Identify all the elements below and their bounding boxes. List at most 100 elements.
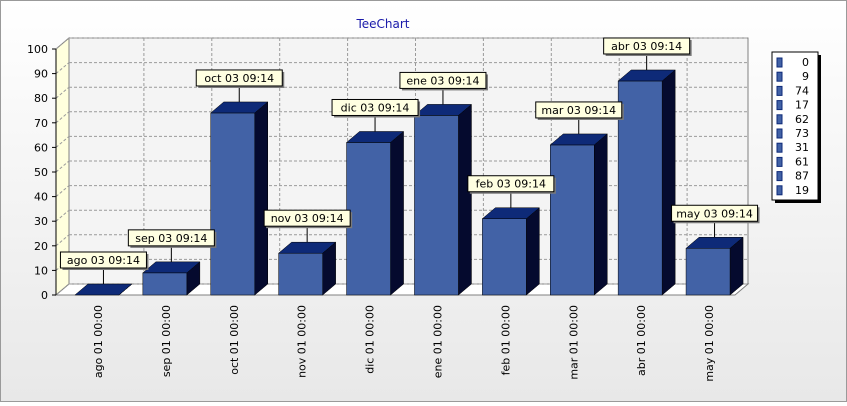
legend-label: 9 — [802, 70, 809, 83]
grid-line-side — [55, 136, 70, 148]
x-tick-label: feb 01 00:00 — [499, 305, 512, 375]
bar-top — [481, 207, 541, 219]
bar-top — [685, 237, 744, 249]
legend-swatch — [776, 114, 783, 125]
legend-swatch — [776, 100, 783, 111]
legend-label: 19 — [795, 184, 809, 197]
mark-label: ago 03 09:14 — [67, 254, 140, 267]
x-tick-label: ene 01 00:00 — [431, 305, 444, 378]
legend-label: 31 — [795, 141, 809, 154]
y-tick-label: 60 — [34, 141, 48, 154]
mark-label: sep 03 09:14 — [135, 232, 207, 245]
grid-line-side — [55, 86, 70, 99]
legend-label: 17 — [795, 99, 809, 112]
bar-top — [210, 101, 269, 114]
bar-mark: abr 03 09:14 — [603, 37, 692, 70]
bar-mark: ene 03 09:14 — [399, 71, 488, 105]
grid-line-side — [55, 111, 70, 124]
y-axis: 0 10 20 30 40 50 60 70 80 90 100 — [27, 43, 57, 302]
bar-side — [661, 69, 676, 296]
bar-front — [414, 115, 459, 296]
bar-mark: dic 03 09:14 — [331, 98, 421, 132]
y-tick-label: 0 — [41, 289, 48, 302]
bar — [345, 130, 405, 296]
x-tick-label: oct 01 00:00 — [228, 305, 241, 375]
bar-mark: mar 03 09:14 — [535, 101, 624, 134]
legend-label: 0 — [802, 56, 809, 69]
legend-label: 74 — [795, 84, 809, 97]
legend-swatch — [776, 57, 783, 68]
mark-label: dic 03 09:14 — [341, 101, 410, 114]
legend-swatch — [776, 142, 783, 153]
mark-box — [127, 229, 215, 247]
y-tick-label: 40 — [34, 191, 48, 204]
bar-front — [550, 144, 595, 296]
legend-swatch — [776, 85, 783, 96]
y-tick-label: 20 — [34, 240, 48, 253]
bar-mark: sep 03 09:14 — [127, 229, 217, 262]
bar-front — [617, 80, 663, 296]
grid-line-side — [55, 160, 70, 173]
bar-side — [390, 130, 404, 296]
y-tick-label: 30 — [34, 215, 48, 228]
bar-front — [142, 272, 188, 296]
bar-front — [346, 142, 391, 296]
x-tick-label: dic 01 00:00 — [364, 305, 377, 374]
x-tick-label: ago 01 00:00 — [92, 305, 105, 378]
mark-box — [603, 37, 691, 55]
bar-top — [345, 131, 405, 143]
bar-top — [549, 133, 608, 146]
bar-side — [526, 207, 540, 296]
mark-box — [399, 71, 487, 89]
bar-top — [142, 261, 201, 274]
legend-swatch — [776, 171, 783, 182]
y-tick-label: 100 — [27, 43, 48, 56]
bar — [685, 236, 744, 296]
bar-top — [74, 283, 133, 296]
bar-mark: oct 03 09:14 — [195, 69, 285, 102]
bar — [277, 241, 337, 296]
legend-swatch — [776, 185, 783, 196]
bar-side — [254, 101, 268, 296]
x-tick-label: sep 01 00:00 — [160, 305, 173, 377]
bars — [74, 69, 744, 296]
x-tick-label: may 01 00:00 — [703, 305, 716, 382]
grid-line-side — [55, 37, 70, 50]
mark-box — [331, 98, 419, 116]
mark-label: may 03 09:14 — [676, 207, 753, 220]
mark-label: feb 03 09:14 — [476, 178, 546, 191]
y-tick-label: 90 — [34, 68, 48, 81]
bar-mark-callouts: ago 03 09:14 sep 03 09:14 oct 03 09:14 nov … — [59, 37, 760, 284]
y-tick-label: 10 — [34, 264, 48, 277]
mark-box — [263, 209, 351, 227]
bar-front — [685, 248, 731, 296]
legend-swatch — [776, 128, 783, 139]
bar-top — [413, 104, 473, 116]
bar-mark: ago 03 09:14 — [59, 251, 149, 284]
x-axis-labels: ago 01 00:00 sep 01 00:00 oct 01 00:00 nov … — [92, 305, 716, 382]
legend-label: 62 — [795, 113, 809, 126]
mark-box — [671, 204, 759, 222]
chart-title: TeeChart — [355, 17, 409, 31]
bar — [617, 69, 676, 296]
mark-box — [467, 175, 555, 193]
grid-line-side — [55, 185, 70, 197]
bar-mark: feb 03 09:14 — [467, 175, 556, 208]
legend-swatch — [776, 156, 783, 167]
grid-line-side — [55, 259, 70, 271]
mark-label: ene 03 09:14 — [406, 74, 479, 87]
mark-box — [59, 251, 147, 269]
bar-side — [458, 103, 472, 296]
bar-front — [210, 112, 255, 296]
legend-label: 61 — [795, 155, 809, 168]
mark-label: abr 03 09:14 — [611, 40, 682, 53]
legend-label: 73 — [795, 127, 809, 140]
mark-label: oct 03 09:14 — [204, 72, 274, 85]
bar-top — [617, 69, 676, 82]
grid-line-side — [55, 234, 70, 247]
bar — [413, 103, 473, 296]
bar — [481, 207, 541, 296]
mark-label: mar 03 09:14 — [541, 104, 616, 117]
legend-swatch — [776, 71, 783, 82]
